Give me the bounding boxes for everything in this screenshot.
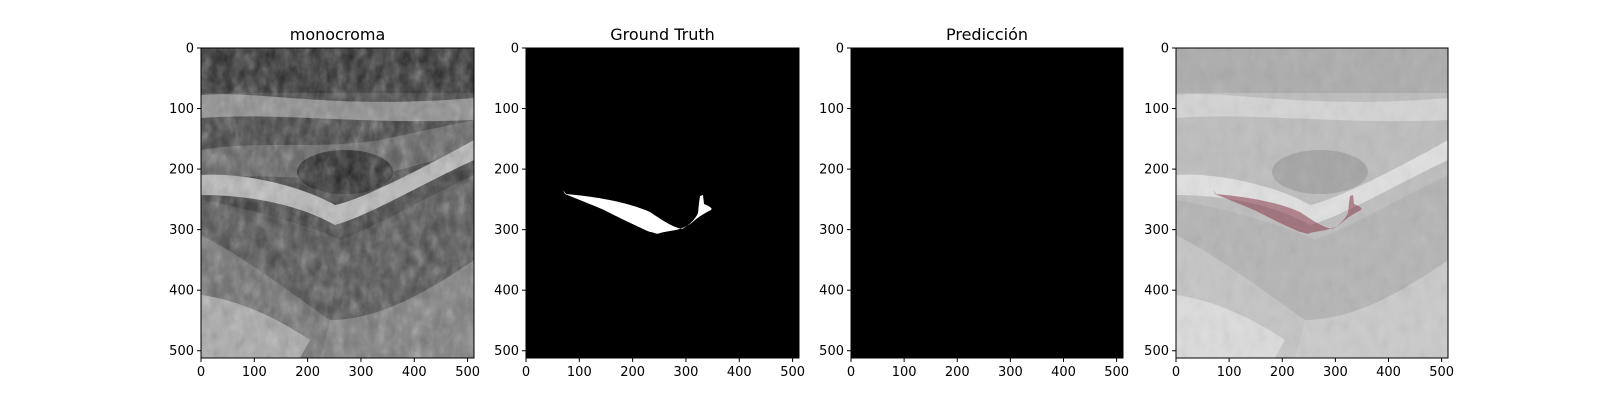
panel-ground-truth: Ground Truth 0 100 200 300 400 50001002003004…: [494, 25, 805, 380]
y-tick-label: 300: [1144, 223, 1169, 238]
y-tick-label: 500: [494, 344, 519, 359]
panel-title: Ground Truth: [610, 25, 715, 44]
y-tick-label: 200: [1144, 163, 1169, 178]
panel-title: monocroma: [290, 25, 386, 44]
overlay-image: [1176, 48, 1448, 358]
x-tick-label: 100: [1217, 365, 1242, 380]
y-tick-label: 200: [494, 163, 519, 178]
y-tick-label: 100: [169, 102, 194, 117]
x-tick-label: 500: [455, 365, 480, 380]
x-tick-label: 100: [242, 365, 267, 380]
y-tick-label: 100: [494, 102, 519, 117]
x-tick-label: 100: [892, 365, 917, 380]
y-tick-label: 500: [819, 344, 844, 359]
x-tick-label: 100: [567, 365, 592, 380]
x-tick-label: 200: [620, 365, 645, 380]
axes-frame: [200, 47, 475, 359]
y-tick-label: 200: [819, 163, 844, 178]
y-tick-label: 0: [186, 42, 194, 57]
x-tick-label: 0: [847, 365, 855, 380]
y-tick-label: 0: [1161, 42, 1169, 57]
x-tick-label: 0: [522, 365, 530, 380]
x-tick-label: 0: [197, 365, 205, 380]
x-tick-label: 200: [945, 365, 970, 380]
y-tick-label: 300: [169, 223, 194, 238]
y-tick-label: 500: [169, 344, 194, 359]
y-tick-label: 200: [169, 163, 194, 178]
x-tick-label: 0: [1172, 365, 1180, 380]
x-tick-label: 400: [1376, 365, 1401, 380]
x-tick-label: 500: [1104, 365, 1129, 380]
y-tick-label: 300: [494, 223, 519, 238]
x-tick-label: 200: [295, 365, 320, 380]
overlay-mask-region: [1213, 190, 1362, 234]
panel-prediction: Predicción 0 100 200 300 400 5000100200300400…: [819, 25, 1129, 380]
y-tick-label: 400: [819, 284, 844, 299]
x-tick-label: 400: [402, 365, 427, 380]
x-tick-label: 400: [1051, 365, 1076, 380]
x-tick-label: 300: [674, 365, 699, 380]
y-tick-label: 400: [494, 284, 519, 299]
y-tick-label: 300: [819, 223, 844, 238]
y-tick-label: 400: [1144, 284, 1169, 299]
y-tick-label: 500: [1144, 344, 1169, 359]
y-tick-label: 0: [836, 42, 844, 57]
x-tick-label: 400: [727, 365, 752, 380]
x-tick-label: 500: [1429, 365, 1454, 380]
y-tick-label: 100: [819, 102, 844, 117]
x-tick-label: 300: [349, 365, 374, 380]
panel-monocroma: monocroma 0 100 200 300 400 50001002003004005…: [169, 25, 480, 380]
y-tick-label: 400: [169, 284, 194, 299]
y-tick-label: 0: [511, 42, 519, 57]
x-tick-label: 500: [780, 365, 805, 380]
mask-background: [526, 48, 799, 358]
ground-truth-mask: [563, 190, 712, 234]
x-tick-label: 300: [1323, 365, 1348, 380]
ultrasound-image: [201, 48, 474, 358]
x-tick-label: 200: [1270, 365, 1295, 380]
y-tick-label: 100: [1144, 102, 1169, 117]
prediction-mask: [851, 48, 1123, 358]
panel-title: Predicción: [946, 25, 1028, 44]
x-tick-label: 300: [998, 365, 1023, 380]
